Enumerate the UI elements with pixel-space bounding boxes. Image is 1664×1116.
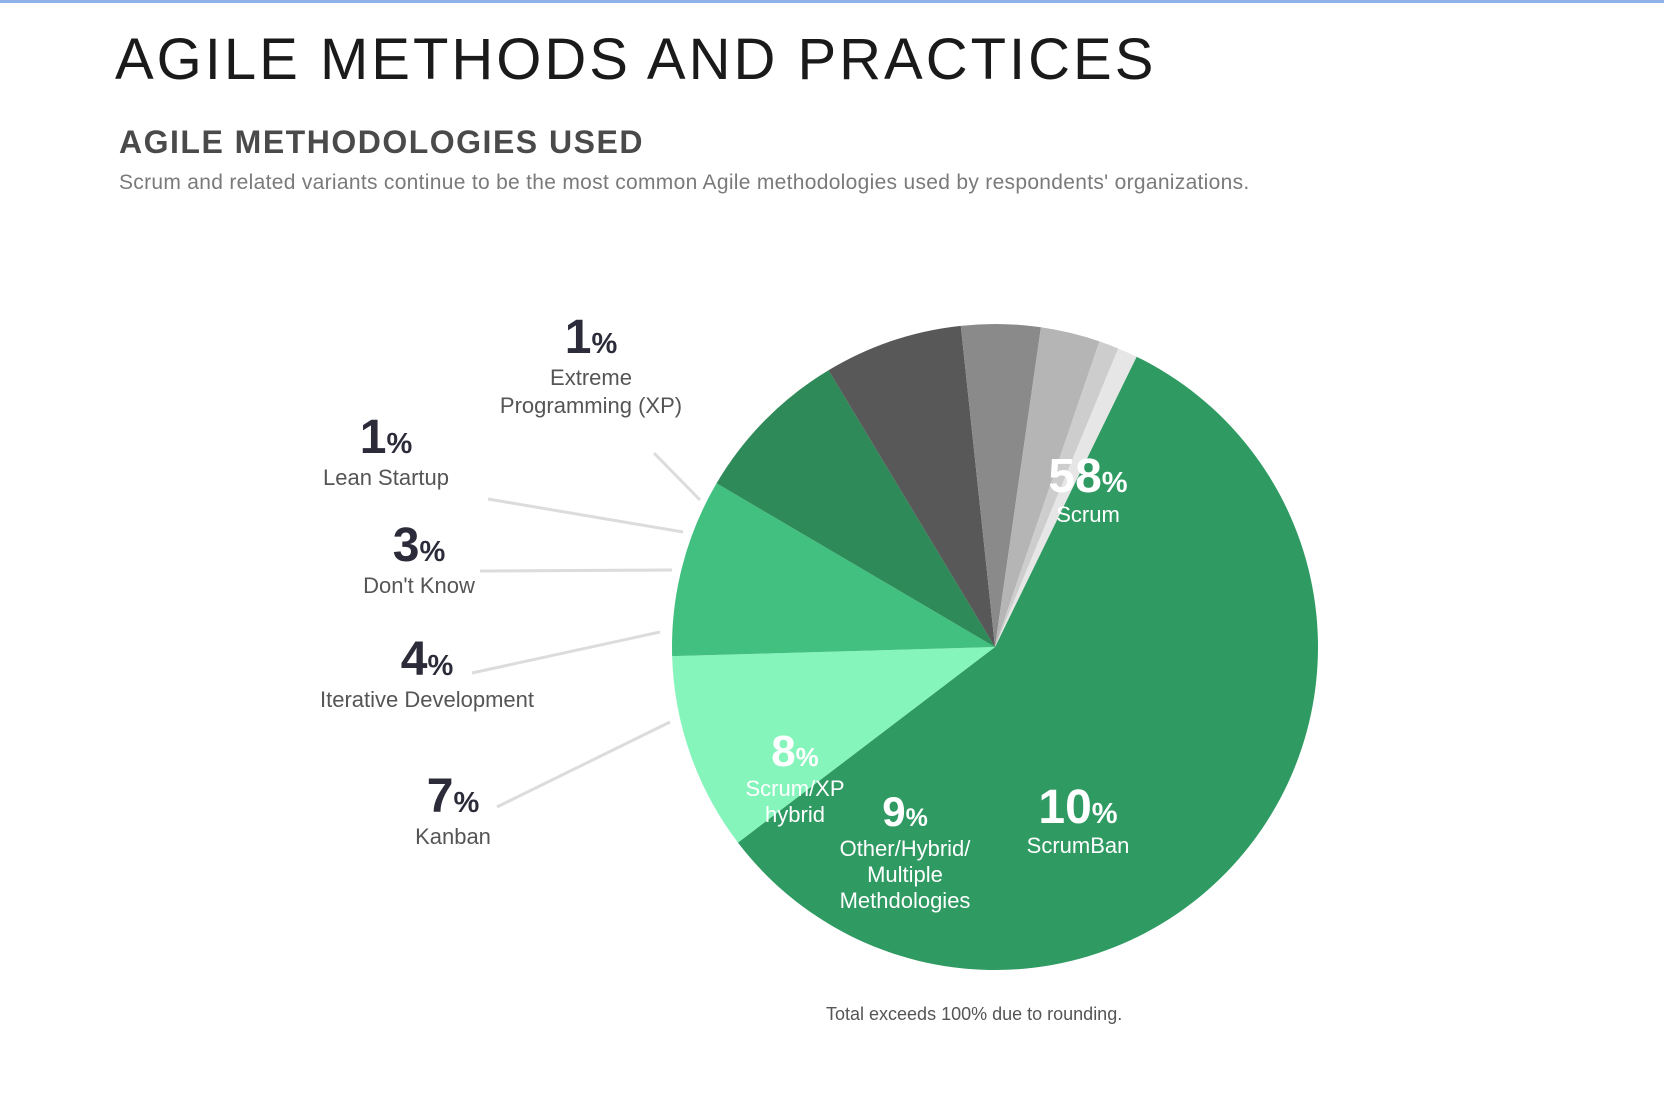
category-label-scrumban: ScrumBan <box>1027 833 1130 858</box>
data-label-scrumban: 10% <box>1038 781 1117 834</box>
category-label-extreme-programming-xp-2: Programming (XP) <box>500 393 682 418</box>
pie-slice-extreme-programming-xp <box>995 348 1137 647</box>
data-label-scrum: 58% <box>1048 450 1127 503</box>
leader-line-iterative-development <box>471 630 661 675</box>
data-label-other-hybrid-multiple-methdologies: 9% <box>882 788 928 835</box>
category-label-scrum-xp-hybrid-1: Scrum/XP <box>745 776 844 801</box>
chart-subtitle: Scrum and related variants continue to b… <box>119 171 1250 194</box>
data-label-lean-startup: 1% <box>360 411 413 464</box>
category-label-scrum: Scrum <box>1056 502 1120 527</box>
footnote: Total exceeds 100% due to rounding. <box>826 1004 1123 1024</box>
page-title: AGILE METHODS AND PRACTICES <box>115 27 1157 92</box>
pie-slice-scrum <box>737 356 1318 971</box>
top-accent-bar <box>0 0 1664 3</box>
data-label-iterative-development: 4% <box>401 633 454 686</box>
leader-line-don-t-know <box>479 568 673 573</box>
pie-slice-iterative-development <box>960 323 1041 647</box>
leader-line-kanban <box>496 720 671 809</box>
data-label-scrum-xp-hybrid: 8% <box>771 727 819 776</box>
category-label-other-hybrid-multiple-methdologies-2: Multiple <box>867 862 943 887</box>
pie-slice-don-t-know <box>995 327 1100 647</box>
category-label-scrum-xp-hybrid-2: hybrid <box>765 802 825 827</box>
data-label-don-t-know: 3% <box>393 519 446 572</box>
category-label-kanban: Kanban <box>415 824 491 849</box>
category-label-other-hybrid-multiple-methdologies-3: Methdologies <box>840 888 971 913</box>
category-label-don-t-know: Don't Know <box>363 573 475 598</box>
leader-line-lean-startup <box>487 497 684 534</box>
pie-slice-scrumban <box>672 647 995 843</box>
category-label-extreme-programming-xp-1: Extreme <box>550 365 632 390</box>
category-label-lean-startup: Lean Startup <box>323 465 449 490</box>
category-label-iterative-development: Iterative Development <box>320 687 534 712</box>
category-label-other-hybrid-multiple-methdologies-1: Other/Hybrid/ <box>840 836 972 861</box>
leader-line-extreme-programming-xp <box>652 451 702 502</box>
pie-slice-kanban <box>828 325 995 647</box>
data-label-extreme-programming-xp: 1% <box>565 311 618 364</box>
pie-slice-lean-startup <box>995 341 1119 647</box>
chart-title: AGILE METHODOLOGIES USED <box>119 124 644 160</box>
data-label-kanban: 7% <box>427 770 480 823</box>
pie-slice-other-hybrid-multiple-methdologies <box>672 483 995 657</box>
pie-slice-scrum-xp-hybrid <box>716 370 995 647</box>
